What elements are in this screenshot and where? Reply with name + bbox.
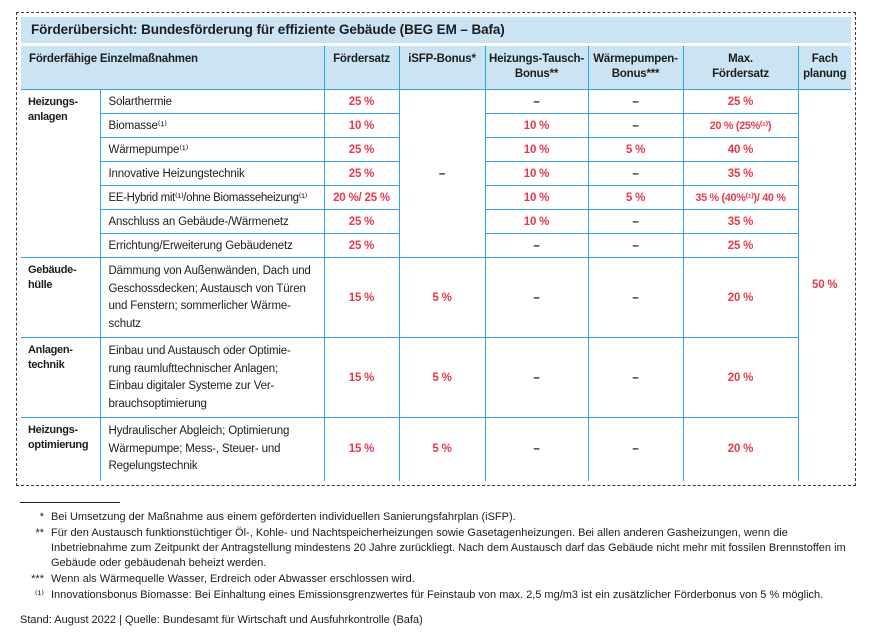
table-row: Anlagen- technik Einbau und Austausch od… — [20, 337, 851, 418]
waermepumpen-bonus-value: 5 % — [587, 137, 684, 162]
tausch-bonus-value: – — [484, 89, 589, 114]
footnote-isfp: * Bei Umsetzung der Maßnahme aus einem g… — [20, 510, 854, 525]
col-header-measures: Förderfähige Einzelmaßnahmen — [20, 45, 325, 90]
measure-name: Anschluss an Gebäude-/Wärmenetz — [99, 209, 325, 234]
foerdersatz-value: 10 % — [323, 113, 400, 138]
col-header-heizungs-tausch-bonus: Heizungs-Tausch- Bonus** — [484, 45, 589, 90]
max-foerdersatz-value: 25 % — [682, 233, 799, 258]
table-row: Errichtung/Erweiterung Gebäudenetz 25 % … — [21, 233, 851, 258]
col-header-max-foerdersatz: Max. Fördersatz — [682, 45, 799, 90]
foerdersatz-value: 25 % — [323, 89, 400, 114]
measure-name: Errichtung/Erweiterung Gebäudenetz — [99, 233, 325, 258]
waermepumpen-bonus-value: – — [587, 209, 684, 234]
foerdersatz-value: 25 % — [323, 137, 400, 162]
max-foerdersatz-value: 20 % (25%⁽¹⁾) — [682, 113, 799, 138]
measure-name: Biomasse⁽¹⁾ — [99, 113, 325, 138]
table-row: EE-Hybrid mit⁽¹⁾/ohne Biomasseheizung⁽¹⁾… — [21, 185, 851, 210]
tausch-bonus-value: 10 % — [484, 161, 589, 186]
fachplanung-value: 50 % — [797, 89, 852, 481]
footnote-waermequelle: *** Wenn als Wärmequelle Wasser, Erdreic… — [20, 572, 854, 587]
footnote-divider — [20, 502, 120, 503]
table-row: Heizungs- optimierung Hydraulischer Abgl… — [20, 417, 851, 481]
col-header-foerdersatz: Fördersatz — [323, 45, 400, 90]
waermepumpen-bonus-value: – — [587, 417, 684, 481]
max-foerdersatz-value: 20 % — [682, 337, 799, 418]
group-label-heizungsanlagen: Heizungs- anlagen — [20, 89, 101, 258]
tausch-bonus-value: 10 % — [484, 185, 589, 210]
table-row: Wärmepumpe⁽¹⁾ 25 % 10 % 5 % 40 % — [21, 137, 851, 162]
footnote-text: Innovationsbonus Biomasse: Bei Einhaltun… — [51, 589, 824, 601]
foerdersatz-value: 15 % — [323, 257, 400, 338]
isfp-bonus-value: 5 % — [398, 257, 486, 338]
foerdersatz-value: 15 % — [323, 417, 400, 481]
waermepumpen-bonus-value: – — [587, 257, 684, 338]
measure-name: EE-Hybrid mit⁽¹⁾/ohne Biomasseheizung⁽¹⁾ — [99, 185, 325, 210]
col-header-waermepumpen-bonus: Wärmepumpen- Bonus*** — [587, 45, 684, 90]
footnote-text: Wenn als Wärmequelle Wasser, Erdreich od… — [51, 573, 415, 585]
tausch-bonus-value: 10 % — [484, 137, 589, 162]
tausch-bonus-value: – — [484, 233, 589, 258]
funding-table: Förderfähige Einzelmaßnahmen Fördersatz … — [20, 45, 852, 481]
max-foerdersatz-value: 35 % — [682, 209, 799, 234]
isfp-bonus-merged-value: – — [398, 89, 486, 258]
footnote-marker: * — [39, 511, 44, 523]
group-label-anlagentechnik: Anlagen- technik — [20, 337, 101, 418]
tausch-bonus-value: – — [484, 417, 589, 481]
measure-name: Einbau und Austausch oder Optimie- rung … — [99, 337, 325, 418]
tausch-bonus-value: 10 % — [484, 209, 589, 234]
measure-name: Solarthermie — [99, 89, 325, 114]
footnote-text: Bei Umsetzung der Maßnahme aus einem gef… — [51, 511, 516, 523]
max-foerdersatz-value: 20 % — [682, 417, 799, 481]
foerdersatz-value: 25 % — [323, 233, 400, 258]
foerdersatz-value: 15 % — [323, 337, 400, 418]
waermepumpen-bonus-value: – — [587, 337, 684, 418]
group-label-heizungsoptimierung: Heizungs- optimierung — [20, 417, 101, 481]
foerdersatz-value: 20 %/ 25 % — [323, 185, 400, 210]
table-row: Innovative Heizungstechnik 25 % 10 % – 3… — [21, 161, 851, 186]
foerdersatz-value: 25 % — [323, 161, 400, 186]
footnote-marker: ** — [35, 527, 44, 539]
waermepumpen-bonus-value: – — [587, 233, 684, 258]
max-foerdersatz-value: 20 % — [682, 257, 799, 338]
tausch-bonus-value: – — [484, 257, 589, 338]
waermepumpen-bonus-value: – — [587, 89, 684, 114]
table-row: Heizungs- anlagen Solarthermie 25 % – – … — [20, 89, 852, 481]
col-header-fachplanung: Fach planung — [797, 45, 852, 90]
max-foerdersatz-value: 35 % (40%⁽¹⁾)/ 40 % — [682, 185, 799, 210]
footnote-text: Für den Austausch funktionstüchtiger Öl-… — [51, 527, 846, 569]
footnote-heizungstausch: ** Für den Austausch funktionstüchtiger … — [20, 526, 854, 571]
header-row: Förderfähige Einzelmaßnahmen Fördersatz … — [20, 45, 852, 90]
footnotes-section: * Bei Umsetzung der Maßnahme aus einem g… — [20, 502, 854, 628]
table-row: Biomasse⁽¹⁾ 10 % 10 % – 20 % (25%⁽¹⁾) — [21, 113, 851, 138]
table-row: Gebäude- hülle Dämmung von Außenwänden, … — [20, 257, 851, 338]
footnote-marker: *** — [31, 573, 44, 585]
tausch-bonus-value: 10 % — [484, 113, 589, 138]
source-line: Stand: August 2022 | Quelle: Bundesamt f… — [20, 614, 423, 626]
page-title: Förderübersicht: Bundesförderung für eff… — [21, 17, 851, 43]
measure-name: Innovative Heizungstechnik — [99, 161, 325, 186]
waermepumpen-bonus-value: – — [587, 113, 684, 138]
group-label-gebaeudehuelle: Gebäude- hülle — [20, 257, 101, 338]
foerdersatz-value: 25 % — [323, 209, 400, 234]
tausch-bonus-value: – — [484, 337, 589, 418]
measure-name: Hydraulischer Abgleich; Optimierung Wärm… — [99, 417, 325, 481]
measure-name: Dämmung von Außenwänden, Dach und Gescho… — [99, 257, 325, 338]
footnote-marker: ⁽¹⁾ — [34, 589, 44, 601]
footnote-innovationsbonus: ⁽¹⁾ Innovationsbonus Biomasse: Bei Einha… — [20, 588, 854, 603]
max-foerdersatz-value: 35 % — [682, 161, 799, 186]
measure-name: Wärmepumpe⁽¹⁾ — [99, 137, 325, 162]
waermepumpen-bonus-value: 5 % — [587, 185, 684, 210]
dashed-frame: Förderübersicht: Bundesförderung für eff… — [16, 12, 856, 486]
col-header-isfp-bonus: iSFP-Bonus* — [398, 45, 486, 90]
waermepumpen-bonus-value: – — [587, 161, 684, 186]
max-foerdersatz-value: 40 % — [682, 137, 799, 162]
max-foerdersatz-value: 25 % — [682, 89, 799, 114]
isfp-bonus-value: 5 % — [398, 337, 486, 418]
isfp-bonus-value: 5 % — [398, 417, 486, 481]
